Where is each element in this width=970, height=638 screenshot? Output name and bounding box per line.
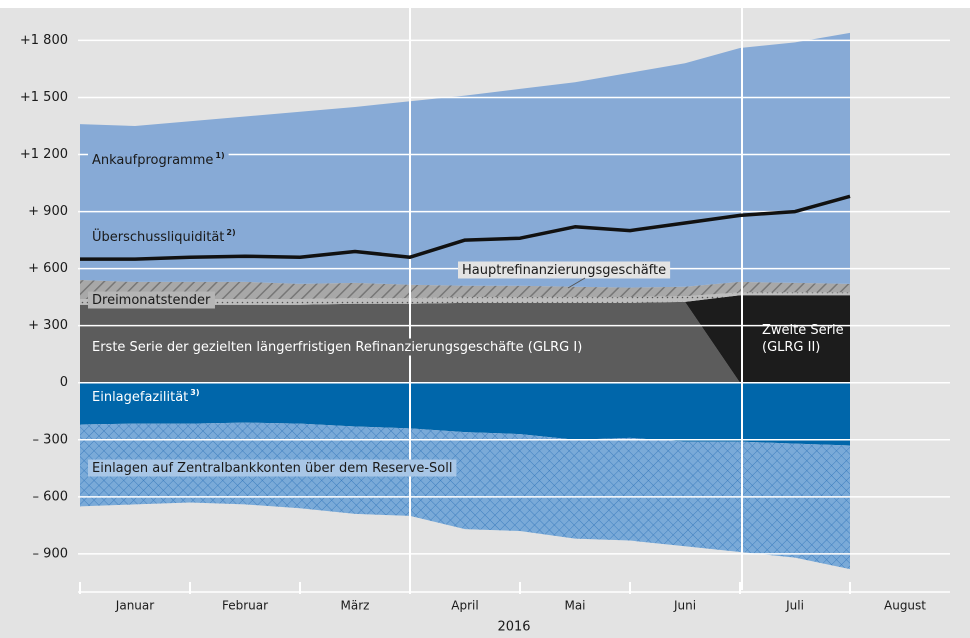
series-label: Hauptrefinanzierungsgeschäfte — [462, 263, 666, 278]
y-tick-label: – 300 — [33, 432, 68, 447]
series-name: Überschussliquidität — [92, 228, 224, 245]
series-name: Einlagefazilität — [92, 390, 188, 405]
series-label: Einlagen auf Zentralbankkonten über dem … — [92, 461, 452, 476]
x-tick-label: August — [884, 599, 926, 613]
area — [80, 295, 850, 383]
x-tick-label: Januar — [115, 599, 154, 613]
y-tick-label: – 900 — [33, 546, 68, 561]
y-tick-label: – 600 — [33, 489, 68, 504]
area — [80, 292, 850, 305]
area — [80, 422, 850, 570]
x-tick-label: Februar — [222, 599, 268, 613]
series-label: Ankaufprogramme 1) — [92, 151, 225, 168]
x-tick-label: März — [341, 599, 370, 613]
series-name: Ankaufprogramme — [92, 153, 213, 168]
series-note: 2) — [226, 228, 235, 237]
label-background — [88, 149, 229, 169]
label-background — [458, 261, 671, 279]
series-label: Zweite Serie (GLRG II) — [762, 323, 844, 355]
series-label: Dreimonatstender — [92, 293, 211, 308]
area — [80, 382, 850, 446]
leader-line — [567, 277, 586, 289]
y-tick-label: + 600 — [28, 261, 68, 276]
series-label: Erste Serie der gezielten längerfristige… — [92, 340, 582, 355]
series-name: Erste Serie der gezielten längerfristige… — [92, 340, 582, 355]
series-name: Dreimonatstender — [92, 293, 211, 308]
y-tick-label: +1 500 — [20, 90, 68, 105]
label-background — [88, 459, 457, 477]
y-tick-label: +1 800 — [20, 33, 68, 48]
series-label: Einlagefazilität 3) — [92, 388, 200, 405]
y-tick-label: 0 — [60, 375, 68, 390]
label-background — [88, 291, 215, 309]
y-tick-label: +1 200 — [20, 147, 68, 162]
x-tick-label: Mai — [564, 599, 585, 613]
label-background — [88, 226, 240, 246]
label-background — [88, 386, 204, 406]
x-tick-label: Juli — [785, 599, 804, 613]
area — [80, 280, 850, 300]
y-tick-label: + 900 — [28, 204, 68, 219]
x-tick-label: Juni — [673, 599, 696, 613]
series-name: Hauptrefinanzierungsgeschäfte — [462, 263, 666, 278]
y-tick-label: + 300 — [28, 318, 68, 333]
x-tick-label: April — [451, 599, 478, 613]
label-background — [88, 338, 587, 356]
line — [80, 194, 851, 261]
area — [80, 32, 850, 288]
series-name: Einlagen auf Zentralbankkonten über dem … — [92, 461, 452, 476]
x-axis-label: 2016 — [497, 620, 530, 635]
series-note: 1) — [215, 151, 224, 160]
series-label: Überschussliquidität 2) — [92, 228, 236, 245]
series-note: 3) — [190, 388, 199, 397]
